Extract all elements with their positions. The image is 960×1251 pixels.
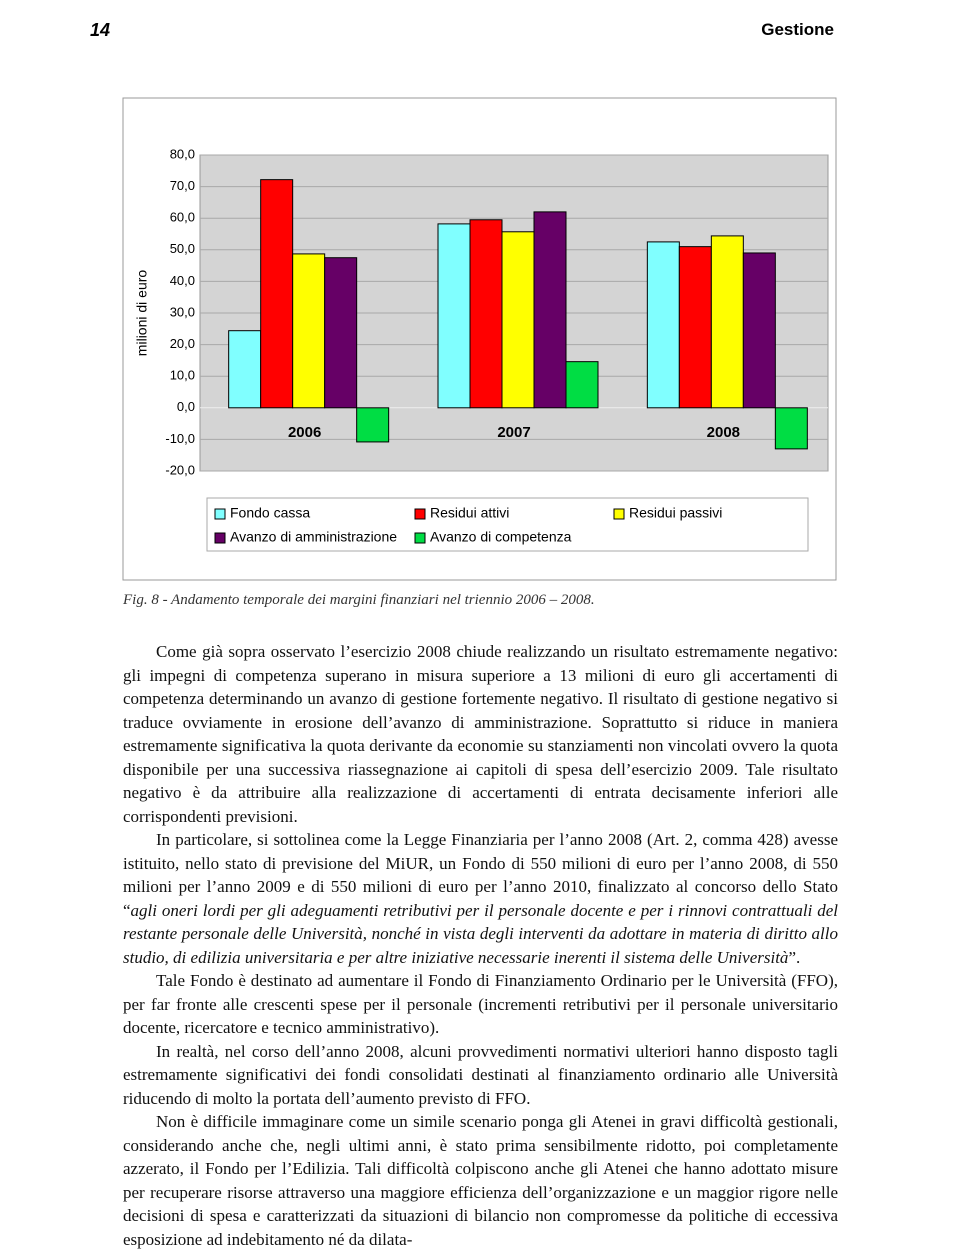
bar bbox=[356, 407, 390, 443]
y-tick-label: 0,0 bbox=[177, 399, 195, 414]
chart: milioni di euro -20,0 -10,0 0,0 10,0 20,0 30,… bbox=[122, 97, 837, 581]
legend-frame bbox=[206, 497, 809, 552]
page-number: 14 bbox=[90, 20, 111, 40]
y-tick-label: -10,0 bbox=[165, 431, 195, 446]
paragraph: Tale Fondo è destinato ad aumentare il F… bbox=[123, 971, 838, 1037]
bar bbox=[228, 330, 262, 409]
legend-label: Residui attivi bbox=[430, 505, 509, 521]
x-tick-label: 2008 bbox=[707, 424, 740, 441]
legend-label: Avanzo di amministrazione bbox=[230, 529, 397, 545]
paragraph: In realtà, nel corso dell’anno 2008, alc… bbox=[123, 1041, 838, 1108]
paragraph: Non è difficile immaginare come un simil… bbox=[123, 1112, 838, 1249]
bar bbox=[742, 252, 776, 409]
legend-swatch bbox=[414, 532, 426, 544]
legend-swatch bbox=[214, 532, 226, 544]
x-tick-label: 2006 bbox=[288, 424, 321, 441]
y-axis-label: milioni di euro bbox=[134, 270, 150, 357]
y-tick-label: 50,0 bbox=[170, 241, 195, 256]
y-tick-label: -20,0 bbox=[165, 462, 195, 477]
bar bbox=[469, 219, 503, 409]
y-tick-label: 40,0 bbox=[170, 273, 195, 288]
x-tick-label: 2007 bbox=[497, 424, 530, 441]
bar bbox=[646, 241, 680, 409]
y-tick-label: 60,0 bbox=[170, 210, 195, 225]
text: ”. bbox=[788, 947, 801, 967]
bar bbox=[533, 211, 567, 409]
bar bbox=[292, 253, 326, 409]
legend-label: Avanzo di competenza bbox=[430, 529, 572, 545]
bar bbox=[565, 361, 599, 409]
text: In particolare, si sottolinea come la Le… bbox=[123, 830, 838, 920]
bar bbox=[710, 235, 744, 409]
page: 14 Gestione milioni di euro -20,0 -10,0 0,… bbox=[90, 20, 838, 1249]
quote: agli oneri lordi per gli adeguamenti ret… bbox=[123, 900, 838, 967]
paragraph: In particolare, si sottolinea come la Le… bbox=[123, 828, 838, 969]
legend-swatch bbox=[414, 508, 426, 520]
y-tick-label: 30,0 bbox=[170, 304, 195, 319]
y-tick-label: 80,0 bbox=[170, 146, 195, 161]
y-tick-label: 10,0 bbox=[170, 368, 195, 383]
legend-swatch bbox=[214, 508, 226, 520]
legend-label: Residui passivi bbox=[629, 505, 722, 521]
figure-caption: Fig. 8 - Andamento temporale dei margini… bbox=[123, 592, 595, 608]
bar bbox=[437, 223, 471, 409]
bar bbox=[260, 179, 294, 409]
y-tick-label: 20,0 bbox=[170, 336, 195, 351]
legend-swatch bbox=[613, 508, 625, 520]
bar bbox=[678, 246, 712, 409]
paragraph: Come già sopra osservato l’esercizio 200… bbox=[123, 642, 838, 826]
body-text: Come già sopra osservato l’esercizio 200… bbox=[123, 640, 838, 1251]
bar bbox=[774, 407, 808, 450]
legend-label: Fondo cassa bbox=[230, 505, 310, 521]
y-tick-label: 70,0 bbox=[170, 178, 195, 193]
bar bbox=[501, 231, 535, 409]
bar bbox=[324, 257, 358, 409]
section-title: Gestione bbox=[761, 20, 834, 39]
